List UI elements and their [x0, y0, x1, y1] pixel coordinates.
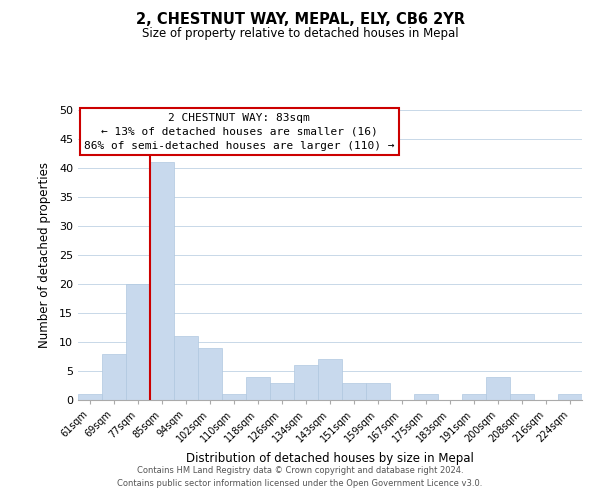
Bar: [318, 360, 342, 400]
Bar: [414, 394, 438, 400]
Bar: [342, 382, 366, 400]
Bar: [198, 348, 222, 400]
Bar: [78, 394, 102, 400]
Bar: [246, 377, 270, 400]
Text: 2, CHESTNUT WAY, MEPAL, ELY, CB6 2YR: 2, CHESTNUT WAY, MEPAL, ELY, CB6 2YR: [136, 12, 464, 28]
Bar: [270, 382, 294, 400]
Bar: [174, 336, 198, 400]
X-axis label: Distribution of detached houses by size in Mepal: Distribution of detached houses by size …: [186, 452, 474, 466]
Bar: [486, 377, 510, 400]
Bar: [222, 394, 246, 400]
Bar: [558, 394, 582, 400]
Bar: [102, 354, 126, 400]
Bar: [366, 382, 390, 400]
Text: Contains HM Land Registry data © Crown copyright and database right 2024.
Contai: Contains HM Land Registry data © Crown c…: [118, 466, 482, 487]
Text: 2 CHESTNUT WAY: 83sqm
← 13% of detached houses are smaller (16)
86% of semi-deta: 2 CHESTNUT WAY: 83sqm ← 13% of detached …: [84, 113, 395, 151]
Bar: [150, 162, 174, 400]
Bar: [510, 394, 534, 400]
Bar: [294, 365, 318, 400]
Y-axis label: Number of detached properties: Number of detached properties: [38, 162, 50, 348]
Bar: [126, 284, 150, 400]
Bar: [462, 394, 486, 400]
Text: Size of property relative to detached houses in Mepal: Size of property relative to detached ho…: [142, 28, 458, 40]
